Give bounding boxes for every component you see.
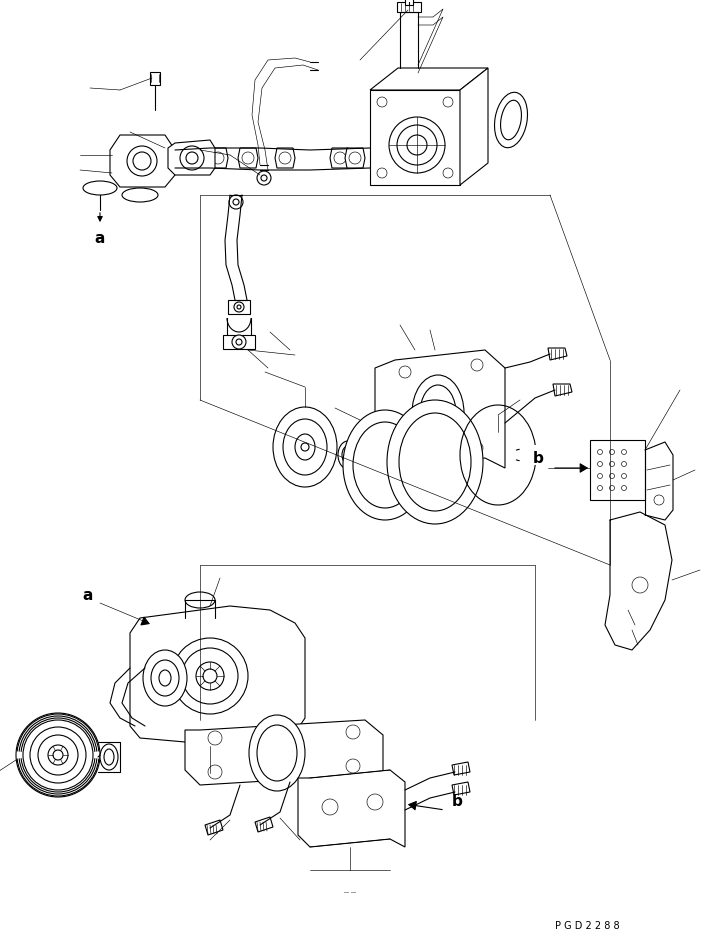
Circle shape (349, 152, 361, 164)
Circle shape (242, 152, 254, 164)
Text: _ _: _ _ (343, 882, 356, 892)
Circle shape (257, 171, 271, 185)
Bar (223, 335, 255, 349)
Ellipse shape (343, 410, 427, 520)
Polygon shape (205, 820, 223, 835)
Ellipse shape (185, 592, 215, 608)
Polygon shape (130, 606, 305, 746)
Circle shape (346, 759, 360, 773)
Circle shape (367, 794, 383, 810)
Polygon shape (345, 148, 365, 168)
Polygon shape (168, 140, 215, 175)
Polygon shape (405, 0, 413, 5)
Circle shape (399, 366, 411, 378)
Bar (590, 440, 645, 500)
Circle shape (127, 146, 157, 176)
Polygon shape (275, 148, 295, 168)
Polygon shape (370, 68, 488, 90)
Polygon shape (452, 782, 470, 795)
Circle shape (279, 152, 291, 164)
Polygon shape (208, 148, 228, 168)
Circle shape (399, 449, 411, 461)
Text: b: b (533, 450, 543, 465)
Circle shape (196, 662, 224, 690)
Polygon shape (150, 72, 160, 85)
Circle shape (346, 725, 360, 739)
Circle shape (301, 443, 309, 451)
Text: b: b (451, 794, 463, 809)
Circle shape (180, 146, 204, 170)
Ellipse shape (494, 92, 527, 147)
Circle shape (654, 495, 664, 505)
Ellipse shape (249, 715, 305, 791)
Circle shape (229, 195, 243, 209)
Ellipse shape (122, 188, 158, 202)
Polygon shape (452, 762, 470, 775)
Circle shape (471, 442, 483, 454)
Polygon shape (370, 90, 460, 185)
Ellipse shape (273, 407, 337, 487)
Polygon shape (553, 384, 572, 396)
Circle shape (471, 359, 483, 371)
Polygon shape (460, 68, 488, 185)
Circle shape (334, 152, 346, 164)
Polygon shape (330, 148, 350, 168)
Circle shape (234, 302, 244, 312)
Polygon shape (375, 350, 505, 468)
Circle shape (232, 335, 246, 349)
Text: a: a (95, 231, 105, 246)
Ellipse shape (387, 400, 483, 524)
Ellipse shape (295, 434, 315, 460)
Polygon shape (397, 2, 421, 12)
Circle shape (212, 152, 224, 164)
Circle shape (208, 731, 222, 745)
Circle shape (322, 799, 338, 815)
Circle shape (16, 713, 100, 797)
Polygon shape (110, 135, 175, 187)
Ellipse shape (412, 375, 464, 451)
Ellipse shape (338, 441, 358, 469)
Circle shape (48, 745, 68, 765)
Polygon shape (298, 770, 405, 847)
Polygon shape (548, 348, 567, 360)
Text: P G D 2 2 8 8: P G D 2 2 8 8 (555, 921, 620, 931)
Bar (228, 300, 250, 314)
Circle shape (208, 765, 222, 779)
Polygon shape (255, 817, 273, 832)
Ellipse shape (100, 744, 118, 770)
Circle shape (172, 638, 248, 714)
Polygon shape (238, 148, 258, 168)
Circle shape (30, 727, 86, 783)
Ellipse shape (143, 650, 187, 706)
Ellipse shape (83, 181, 117, 195)
Polygon shape (185, 720, 383, 785)
Circle shape (389, 117, 445, 173)
Text: a: a (83, 588, 93, 603)
Ellipse shape (159, 670, 171, 686)
